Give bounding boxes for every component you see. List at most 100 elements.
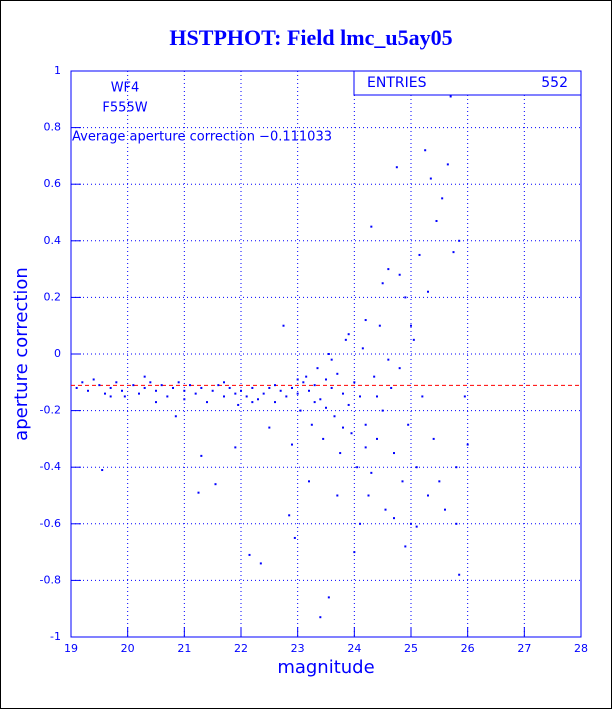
point [342,426,344,429]
y-tick-label: -0.2 [40,404,61,417]
point [444,508,446,511]
point [183,398,186,401]
x-tick-label: 19 [64,642,78,655]
y-tick-label: 0.6 [44,177,62,190]
point [223,395,225,398]
y-tick-label: 0.4 [44,234,62,247]
point [237,403,240,406]
point [245,395,248,398]
point [200,386,203,389]
x-tick-label: 25 [404,642,418,655]
point [435,219,438,222]
point [183,389,186,392]
point [455,466,458,469]
point [251,386,254,389]
point [259,562,262,565]
point [282,324,285,327]
point [429,177,432,180]
point [214,483,217,486]
point [308,389,310,392]
point [407,423,410,426]
point [327,353,330,355]
point [296,392,299,395]
point [305,375,308,378]
point [398,273,401,276]
y-tick-label: 0 [54,347,61,360]
point [268,386,271,389]
point [296,378,299,381]
point [330,358,333,361]
point [361,347,364,350]
x-tick-label: 27 [517,642,531,655]
point [412,338,415,341]
y-tick-label: -1 [50,630,61,643]
point [415,466,418,469]
point [424,149,427,152]
point [172,386,174,389]
point [404,296,407,299]
point [109,395,112,398]
point [166,395,169,398]
stats-value: 552 [541,75,568,91]
point [319,616,322,619]
point [353,551,356,554]
point [197,491,200,494]
point [330,386,333,389]
point [206,401,208,404]
point [291,386,293,389]
y-tick-label: 0.8 [44,121,62,134]
point [268,426,271,429]
y-axis-label: aperture correction [11,267,32,441]
x-tick-label: 26 [461,642,475,655]
point [466,443,469,446]
point [121,389,123,392]
annotation: F555W [102,101,147,116]
point [427,290,429,293]
point [143,386,146,389]
point [325,406,327,409]
point [115,381,118,384]
point [123,395,126,398]
point [441,197,444,200]
point [87,389,89,392]
point [381,282,384,285]
point [160,384,163,387]
point [279,389,282,392]
point [393,517,395,520]
y-tick-label: 0.2 [44,290,62,303]
point [104,392,106,395]
point [189,384,191,387]
point [463,395,466,398]
point [310,423,313,426]
point [333,415,336,418]
point [143,375,146,378]
point [132,384,135,387]
point [344,338,347,341]
point [410,522,412,525]
y-tick-label: -0.6 [40,517,61,530]
point [378,324,381,327]
point [370,471,373,474]
point [404,545,407,548]
point [149,381,152,384]
point [458,573,461,576]
point [347,403,350,406]
point [217,384,220,387]
point [302,381,305,384]
point [384,508,387,511]
point [200,454,203,457]
point [359,522,361,525]
point [274,384,276,387]
x-tick-label: 22 [234,642,248,655]
point [248,553,251,556]
point [81,381,84,384]
point [415,525,418,528]
point [274,401,276,404]
point [359,395,361,398]
point [367,494,370,497]
point [322,437,325,440]
chart-title: HSTPHOT: Field lmc_u5ay05 [169,25,452,50]
point [257,398,259,401]
point [174,415,177,418]
